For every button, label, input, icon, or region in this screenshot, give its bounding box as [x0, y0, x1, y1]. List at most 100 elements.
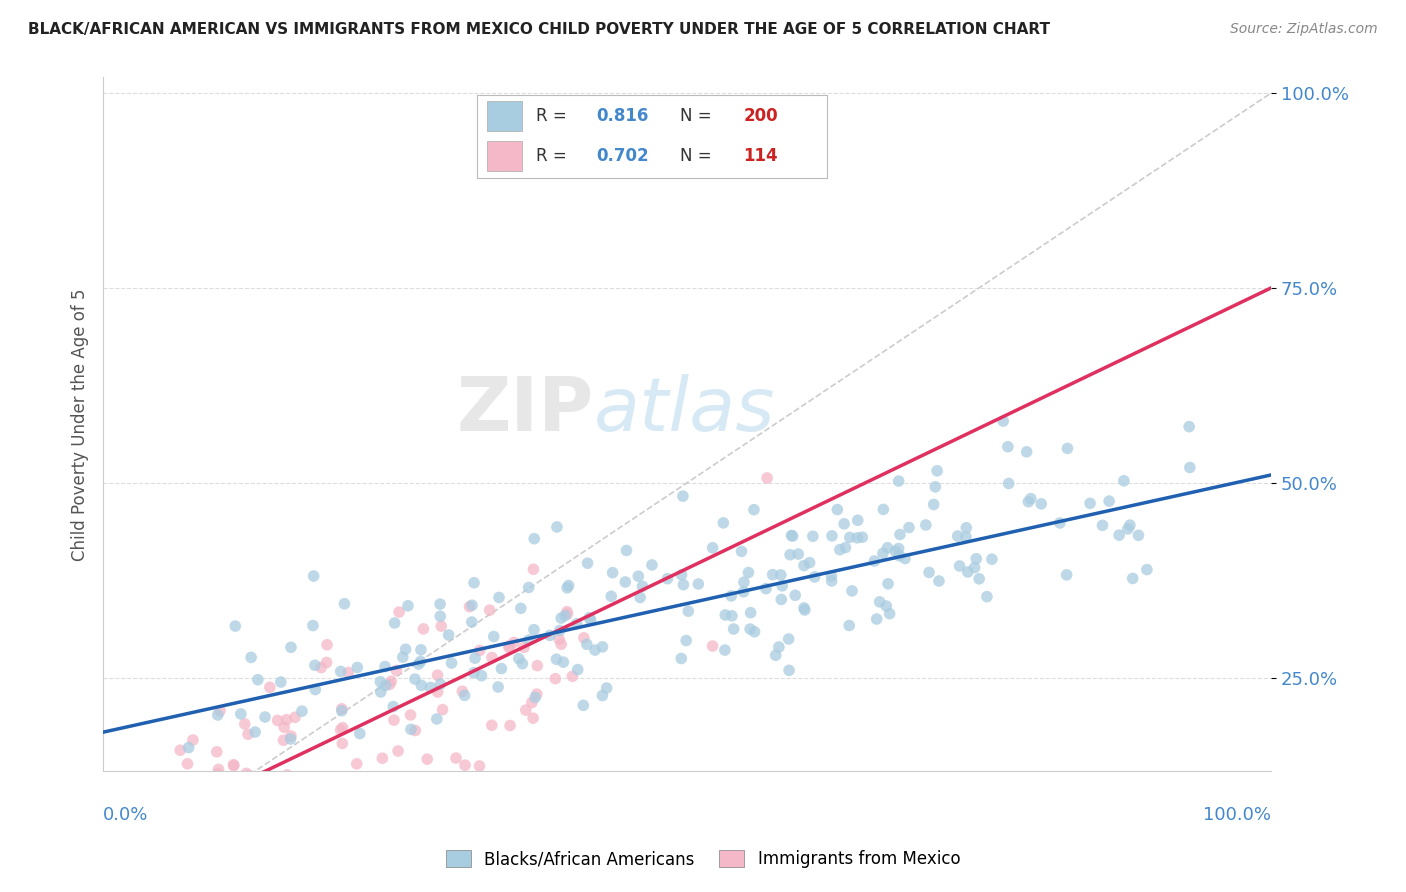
Point — [349, 726, 371, 740]
Point — [561, 669, 583, 683]
Point — [782, 529, 804, 543]
Point — [302, 618, 325, 632]
Point — [346, 660, 368, 674]
Point — [520, 696, 543, 710]
Point — [770, 579, 793, 593]
Point — [163, 781, 186, 796]
Point — [453, 689, 475, 703]
Point — [409, 642, 432, 657]
Point — [330, 702, 353, 716]
Point — [177, 740, 200, 755]
Point — [229, 706, 252, 721]
Point — [468, 759, 491, 773]
Point — [233, 717, 256, 731]
Point — [249, 826, 271, 840]
Point — [526, 658, 548, 673]
Point — [688, 577, 710, 591]
Point — [329, 665, 352, 679]
Point — [280, 729, 302, 743]
Point — [828, 542, 851, 557]
Point — [872, 546, 894, 560]
Point — [803, 570, 825, 584]
Point — [851, 530, 873, 544]
Point — [298, 773, 321, 788]
Point — [396, 599, 419, 613]
Point — [440, 656, 463, 670]
Point — [378, 677, 401, 691]
Point — [276, 713, 298, 727]
Point — [524, 690, 547, 705]
Point — [1098, 494, 1121, 508]
Point — [374, 659, 396, 673]
Point — [419, 681, 441, 695]
Point — [454, 758, 477, 772]
Point — [429, 609, 451, 624]
Point — [280, 640, 302, 655]
Point — [579, 613, 602, 627]
Point — [336, 770, 359, 784]
Point — [756, 471, 779, 485]
Point — [576, 556, 599, 570]
Point — [464, 651, 486, 665]
Point — [976, 590, 998, 604]
Point — [263, 781, 285, 796]
Point — [222, 813, 245, 827]
Point — [675, 633, 697, 648]
Point — [346, 756, 368, 771]
Legend: Blacks/African Americans, Immigrants from Mexico: Blacks/African Americans, Immigrants fro… — [439, 843, 967, 875]
Point — [755, 582, 778, 596]
Point — [370, 685, 392, 699]
Point — [205, 745, 228, 759]
Point — [409, 655, 432, 669]
Point — [301, 823, 323, 838]
Point — [243, 725, 266, 739]
Point — [838, 530, 860, 544]
Point — [121, 790, 143, 805]
Point — [468, 643, 491, 657]
Point — [451, 684, 474, 698]
Point — [176, 756, 198, 771]
Point — [887, 474, 910, 488]
Point — [499, 718, 522, 732]
Point — [337, 665, 360, 680]
Point — [478, 603, 501, 617]
Point — [240, 650, 263, 665]
Point — [404, 672, 426, 686]
Point — [733, 584, 755, 599]
Point — [614, 574, 637, 589]
Point — [834, 541, 856, 555]
Point — [567, 663, 589, 677]
Point — [522, 562, 544, 576]
Point — [678, 604, 700, 618]
Point — [315, 656, 337, 670]
Point — [898, 520, 921, 534]
Point — [546, 652, 568, 666]
Point — [221, 774, 243, 789]
Point — [557, 578, 579, 592]
Point — [544, 672, 567, 686]
Point — [181, 826, 204, 840]
Y-axis label: Child Poverty Under the Age of 5: Child Poverty Under the Age of 5 — [72, 288, 89, 560]
Text: BLACK/AFRICAN AMERICAN VS IMMIGRANTS FROM MEXICO CHILD POVERTY UNDER THE AGE OF : BLACK/AFRICAN AMERICAN VS IMMIGRANTS FRO… — [28, 22, 1050, 37]
Point — [914, 518, 936, 533]
Point — [285, 826, 308, 840]
Point — [641, 558, 664, 572]
Point — [526, 687, 548, 701]
Point — [737, 566, 759, 580]
Point — [333, 786, 356, 800]
Point — [575, 637, 598, 651]
Point — [384, 615, 406, 630]
Point — [426, 668, 449, 682]
Point — [555, 581, 578, 595]
Point — [827, 502, 849, 516]
Point — [616, 543, 638, 558]
Point — [370, 674, 392, 689]
Point — [628, 591, 651, 605]
Point — [595, 681, 617, 695]
Point — [194, 826, 217, 840]
Point — [284, 710, 307, 724]
Point — [481, 718, 503, 732]
Point — [391, 650, 413, 665]
Point — [498, 639, 520, 653]
Point — [553, 655, 575, 669]
